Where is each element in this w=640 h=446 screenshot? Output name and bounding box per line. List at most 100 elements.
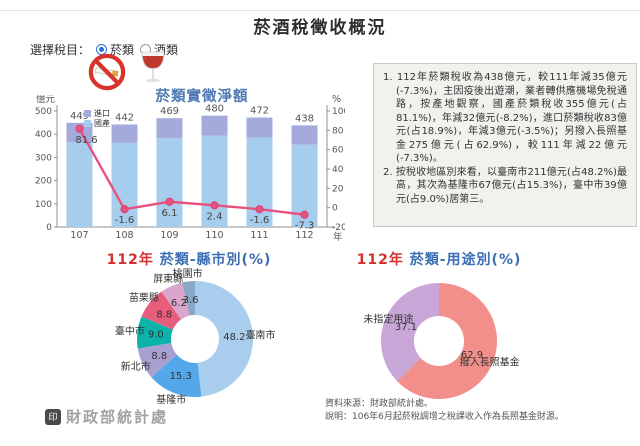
growth-marker <box>75 124 84 133</box>
page-title: 菸酒稅徵收概況 <box>253 18 387 38</box>
pie-name-label: 未指定用途 <box>363 312 413 325</box>
pie-usage-title-year: 112年 <box>356 252 404 268</box>
x-axis-unit: 年 <box>333 231 343 243</box>
pie-name-label: 苗栗縣 <box>129 292 159 304</box>
pie-value-label: 8.8 <box>156 309 172 320</box>
right-tick-label: 60 <box>332 146 344 156</box>
pie-county-title-year: 112年 <box>106 252 154 268</box>
left-tick-label: 500 <box>35 107 52 117</box>
right-tick-label: 100 <box>332 107 345 117</box>
pie-slice <box>137 316 173 349</box>
radio-tobacco-label: 菸類 <box>110 43 135 57</box>
pie-name-label: 臺南市 <box>245 328 275 341</box>
growth-value-label: 81.6 <box>75 135 97 146</box>
radio-option-tobacco[interactable]: 菸類 <box>96 41 134 58</box>
bar-total-label: 438 <box>295 113 314 124</box>
growth-value-label: -7.3 <box>295 221 315 232</box>
pie-value-label: 6.2 <box>171 298 187 309</box>
x-tick-label: 110 <box>205 230 223 241</box>
left-tick-label: 100 <box>35 200 52 210</box>
pie-name-label: 臺中市 <box>115 324 145 337</box>
growth-value-label: 6.1 <box>162 208 178 219</box>
statistics-seal-icon: 印 <box>45 408 61 425</box>
x-tick-label: 107 <box>70 230 88 241</box>
pie-slice <box>161 282 190 320</box>
growth-value-label: -1.6 <box>115 215 135 226</box>
pie-usage-title: 112年 菸類-用途別(%) <box>309 249 569 269</box>
source-notes: 資料來源：財政部統計處。 說明：106年6月起菸稅調增之稅課收入作為長照基金財源… <box>325 399 564 425</box>
analysis-notes-box: 1. 112年菸類稅收為438億元，較111年減35億元(-7.3%)，主因疫後… <box>373 63 637 227</box>
growth-line <box>78 128 305 216</box>
note-line: 說明：106年6月起菸稅調增之稅課收入作為長照基金財源。 <box>325 412 564 422</box>
pie-slice <box>195 281 253 397</box>
pie-value-label: 8.8 <box>151 351 167 362</box>
bar-segment-import <box>291 125 318 145</box>
growth-marker <box>255 205 264 214</box>
right-axis-unit: % <box>332 95 341 105</box>
left-tick-label: 300 <box>35 153 52 163</box>
pie-value-label: 15.3 <box>170 371 192 382</box>
bar-total-label: 480 <box>205 104 224 115</box>
x-tick-label: 111 <box>250 230 268 241</box>
pie-value-label: 48.2 <box>223 332 245 343</box>
pie-slice <box>151 354 202 397</box>
pie-name-label: 撥入長照基金 <box>460 356 520 369</box>
pie-value-label: 3.6 <box>183 295 199 306</box>
wine-glass-icon <box>138 50 168 94</box>
right-tick-label: 40 <box>332 165 344 175</box>
radio-checked-icon[interactable] <box>96 44 108 55</box>
pie-slice <box>181 281 195 316</box>
growth-value-label: -1.6 <box>250 215 270 226</box>
legend-domestic-label: 國產 <box>94 119 110 128</box>
pie-slice <box>141 291 182 330</box>
bar-chart-legend: 進口 國產 <box>84 109 110 128</box>
pie-name-label: 桃園市 <box>173 267 203 280</box>
growth-marker <box>165 197 174 206</box>
note-2: 2. 按稅收地區別來看，以臺南市211億元(占48.2%)最高，其次為基隆市67… <box>383 166 627 205</box>
tax-type-selector: 選擇稅目： 菸類 酒類 <box>30 41 178 58</box>
pie-usage-title-rest: 菸類-用途別(%) <box>403 252 522 268</box>
bar-segment-domestic <box>201 135 228 227</box>
pie-name-label: 新北市 <box>121 360 151 373</box>
mof-statistics-logo: 印 財政部統計處 <box>45 406 168 427</box>
legend-domestic-swatch <box>84 120 91 127</box>
bar-total-label: 449 <box>70 111 89 122</box>
bar-total-label: 442 <box>115 112 134 123</box>
left-tick-label: 0 <box>46 223 52 233</box>
top-divider <box>0 10 640 11</box>
no-smoking-icon <box>88 53 126 95</box>
logo-text: 財政部統計處 <box>66 408 169 426</box>
right-tick-label: 80 <box>332 126 344 136</box>
pie-county-title-rest: 菸類-縣市別(%) <box>153 252 272 268</box>
growth-marker <box>210 201 219 210</box>
x-tick-label: 112 <box>295 230 313 241</box>
select-tax-label: 選擇稅目： <box>30 43 91 57</box>
x-tick-label: 108 <box>115 230 133 241</box>
pie-slice <box>137 342 177 378</box>
bar-total-label: 469 <box>160 106 179 117</box>
pie-slice <box>396 283 497 399</box>
source-line: 資料來源：財政部統計處。 <box>325 399 434 409</box>
legend-import-label: 進口 <box>94 109 110 118</box>
pie-slice <box>381 283 439 381</box>
legend-item-import: 進口 <box>84 109 110 118</box>
growth-marker <box>120 205 129 214</box>
pie-county-title: 112年 菸類-縣市別(%) <box>39 249 339 269</box>
bar-chart-title: 菸類實徵淨額 <box>155 89 249 105</box>
right-tick-label: -20 <box>332 223 345 233</box>
growth-value-label: 2.4 <box>207 211 223 222</box>
pie-name-label: 屏東縣 <box>153 272 183 285</box>
legend-item-domestic: 國產 <box>84 119 110 128</box>
pie-value-label: 37.1 <box>395 322 417 333</box>
legend-import-swatch <box>84 110 91 117</box>
bar-segment-import <box>111 124 138 143</box>
right-tick-label: 20 <box>332 184 344 194</box>
bar-segment-domestic <box>246 137 273 227</box>
pie-value-label: 62.9 <box>461 350 483 361</box>
growth-marker <box>300 210 309 219</box>
bar-segment-import <box>156 118 183 139</box>
bar-segment-import <box>246 117 273 138</box>
bar-segment-import <box>201 115 228 136</box>
